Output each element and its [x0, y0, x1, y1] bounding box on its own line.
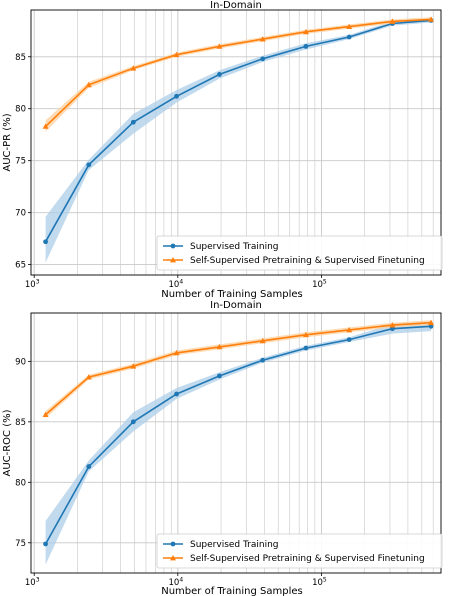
data-point-supervised	[260, 357, 266, 363]
data-point-self-supervised	[389, 18, 396, 24]
data-point-self-supervised	[259, 36, 266, 42]
x-tick-label: 105	[312, 279, 327, 291]
chart-1: 65 70 75 80 85 103 104 105 In-Domain Number of Tr…	[2, 0, 443, 300]
chart-title: In-Domain	[210, 0, 262, 11]
series-line-supervised	[44, 19, 432, 243]
data-point-supervised	[86, 464, 92, 469]
legend-label-self-supervised: Self-Supervised Pretraining & Supervised…	[190, 554, 425, 564]
data-point-supervised	[346, 34, 352, 40]
data-point-supervised	[174, 93, 179, 99]
series-line-self-supervised	[45, 18, 432, 127]
legend-marker-supervised	[170, 541, 176, 547]
y-tick-label: 80	[15, 478, 26, 488]
legend-box	[156, 533, 443, 569]
data-point-supervised	[303, 43, 309, 49]
y-tick-label: 90	[15, 357, 26, 367]
data-point-self-supervised	[216, 43, 223, 49]
legend-box	[156, 235, 443, 271]
data-point-self-supervised	[302, 28, 309, 35]
x-tick-label: 103	[25, 577, 40, 589]
x-axis-label: Number of Training Samples	[161, 586, 303, 596]
data-point-supervised	[217, 373, 222, 379]
series-line-supervised	[44, 325, 432, 545]
data-point-self-supervised	[428, 16, 435, 22]
data-point-self-supervised	[389, 322, 396, 328]
data-point-supervised	[174, 391, 179, 397]
legend-marker-self-supervised	[170, 555, 176, 561]
chart-2: 75 80 85 90 103 104 105 In-Domain Number of Trai…	[2, 300, 443, 596]
series-line-self-supervised	[45, 321, 432, 416]
data-point-supervised	[346, 337, 352, 343]
y-tick-label: 70	[15, 209, 26, 219]
data-point-self-supervised	[302, 331, 309, 338]
data-point-supervised	[43, 239, 48, 245]
data-point-supervised	[217, 72, 222, 77]
y-tick-label: 75	[15, 157, 26, 167]
grid	[31, 10, 441, 275]
y-tick-label: 80	[15, 105, 26, 115]
data-point-self-supervised	[42, 411, 49, 417]
data-point-self-supervised	[346, 23, 353, 30]
x-tick-label: 104	[168, 279, 183, 291]
data-point-supervised	[390, 326, 395, 332]
data-point-self-supervised	[173, 349, 180, 356]
data-point-self-supervised	[85, 81, 92, 88]
data-point-self-supervised	[173, 51, 180, 58]
x-tick-label: 103	[25, 279, 40, 291]
data-point-supervised	[130, 419, 136, 425]
y-tick-label: 85	[15, 53, 26, 63]
data-point-self-supervised	[216, 343, 223, 350]
x-tick-label: 104	[168, 577, 183, 589]
confidence-band-supervised	[45, 18, 432, 263]
confidence-band-self-supervised	[45, 17, 432, 132]
data-point-supervised	[428, 323, 434, 329]
legend-marker-self-supervised	[170, 257, 176, 263]
y-axis-label: AUC-PR (%)	[2, 113, 13, 171]
chart-title: In-Domain	[210, 300, 262, 311]
data-point-self-supervised	[428, 319, 435, 326]
x-tick-label: 105	[312, 577, 327, 589]
legend: Supervised Training Self-Supervised Pretr…	[156, 235, 443, 271]
legend-label-supervised: Supervised Training	[190, 242, 279, 252]
data-point-supervised	[130, 119, 136, 125]
legend-label-self-supervised: Self-Supervised Pretraining & Supervised…	[190, 256, 425, 266]
legend-label-supervised: Supervised Training	[190, 540, 279, 550]
data-point-supervised	[86, 162, 92, 168]
y-axis-label: AUC-ROC (%)	[2, 409, 13, 476]
data-point-self-supervised	[130, 65, 137, 71]
data-point-self-supervised	[130, 363, 137, 369]
confidence-band-supervised	[45, 321, 432, 565]
data-point-self-supervised	[85, 374, 92, 380]
legend: Supervised Training Self-Supervised Pretr…	[156, 533, 443, 569]
plot-frame	[30, 9, 442, 276]
legend-marker-supervised	[170, 243, 176, 249]
y-tick-label: 65	[15, 261, 26, 271]
data-point-supervised	[260, 56, 266, 62]
data-point-self-supervised	[346, 326, 353, 333]
x-axis-label: Number of Training Samples	[161, 289, 303, 300]
y-tick-label: 85	[15, 418, 26, 428]
data-point-supervised	[43, 541, 48, 547]
data-point-supervised	[303, 345, 309, 351]
y-tick-label: 75	[15, 539, 26, 549]
data-point-self-supervised	[42, 123, 49, 129]
plot-frame	[30, 312, 442, 574]
data-point-self-supervised	[259, 337, 266, 344]
